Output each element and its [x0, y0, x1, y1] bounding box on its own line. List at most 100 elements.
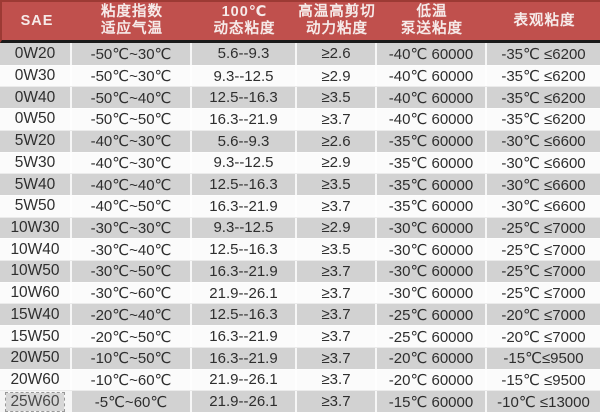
value-cell: -10℃ ≤13000	[485, 391, 600, 412]
table-row: 20W60 -10℃~60℃ 21.9--26.1 ≥3.7 -20℃ 60000 -15…	[0, 368, 600, 391]
column-header-line: 动力粘度	[306, 21, 368, 37]
column-header-4: 低温 泵送粘度	[377, 2, 487, 40]
column-header-5: 表观粘度	[487, 2, 600, 40]
value-cell: -30℃ 60000	[375, 282, 485, 304]
value-cell: -30℃ ≤6600	[485, 195, 600, 217]
value-cell: 12.5--16.3	[190, 87, 295, 109]
value-cell: -40℃~50℃	[70, 195, 190, 217]
value-cell: -20℃ ≤7000	[485, 326, 600, 347]
value-cell: -15℃ 60000	[375, 391, 485, 412]
value-cell: -50℃~30℃	[70, 65, 190, 87]
value-cell: 16.3--21.9	[190, 195, 295, 217]
table-row: 5W50 -40℃~50℃ 16.3--21.9 ≥3.7 -35℃ 60000 -30℃…	[0, 194, 600, 217]
value-cell: -5℃~60℃	[70, 391, 190, 412]
value-cell: -20℃ ≤7000	[485, 304, 600, 326]
value-cell: ≥3.7	[295, 282, 375, 304]
value-cell: -35℃ ≤6200	[485, 109, 600, 130]
table-row: 10W40 -30℃~40℃ 12.5--16.3 ≥3.5 -30℃ 60000 -25…	[0, 238, 600, 261]
table-row: 25W60 -5℃~60℃ 21.9--26.1 ≥3.7 -15℃ 60000 -10℃…	[0, 390, 600, 412]
value-cell: -40℃ 60000	[375, 65, 485, 87]
table-row: 10W60 -30℃~60℃ 21.9--26.1 ≥3.7 -30℃ 60000 -25…	[0, 281, 600, 304]
value-cell: ≥3.7	[295, 195, 375, 217]
sae-grade-cell: 5W50	[14, 197, 56, 215]
value-cell: ≥2.9	[295, 217, 375, 239]
sae-grade-cell: 10W40	[10, 240, 60, 258]
value-cell: -30℃ ≤6600	[485, 152, 600, 174]
value-cell: ≥2.9	[295, 65, 375, 87]
value-cell: -25℃ ≤7000	[485, 282, 600, 304]
sae-grade-cell: 5W30	[14, 153, 56, 171]
column-header-3: 高温高剪切 动力粘度	[297, 2, 377, 40]
value-cell: ≥3.7	[295, 391, 375, 412]
value-cell: -40℃~30℃	[70, 152, 190, 174]
value-cell: 12.5--16.3	[190, 304, 295, 326]
value-cell: 12.5--16.3	[190, 174, 295, 195]
value-cell: ≥3.7	[295, 369, 375, 391]
sae-grade-cell: 10W60	[10, 284, 60, 302]
sae-grade-cell: 0W40	[14, 88, 56, 106]
table-row: 5W30 -40℃~30℃ 9.3--12.5 ≥2.9 -35℃ 60000 -30℃ …	[0, 151, 600, 174]
value-cell: -15℃ ≤9500	[485, 369, 600, 391]
value-cell: ≥3.7	[295, 304, 375, 326]
column-header-line: 泵送粘度	[401, 21, 463, 37]
value-cell: -35℃ 60000	[375, 130, 485, 152]
sae-grade-cell: 0W50	[14, 110, 56, 128]
column-header-line: SAE	[20, 12, 54, 29]
value-cell: 16.3--21.9	[190, 326, 295, 347]
value-cell: -20℃~50℃	[70, 326, 190, 347]
column-header-2: 100℃ 动态粘度	[192, 2, 297, 40]
column-header-line: 低温	[416, 4, 448, 20]
value-cell: -35℃ ≤6200	[485, 43, 600, 65]
table-row: 0W30 -50℃~30℃ 9.3--12.5 ≥2.9 -40℃ 60000 -35℃ …	[0, 64, 600, 87]
sae-grade-cell: 10W30	[10, 218, 60, 236]
sae-grade-cell: 25W60	[0, 391, 70, 412]
value-cell: -15℃≤9500	[485, 347, 600, 369]
value-cell: 16.3--21.9	[190, 261, 295, 282]
value-cell: -35℃ ≤6200	[485, 87, 600, 109]
value-cell: ≥3.7	[295, 347, 375, 369]
value-cell: -25℃ 60000	[375, 304, 485, 326]
value-cell: -25℃ ≤7000	[485, 217, 600, 239]
sae-grade-cell: 5W20	[14, 132, 56, 150]
table-row: 15W40 -20℃~40℃ 12.5--16.3 ≥3.7 -25℃ 60000 -20…	[0, 303, 600, 326]
sae-grade-cell: 20W60	[10, 370, 60, 388]
column-header-1: 粘度指数 适应气温	[72, 2, 192, 40]
table-row: 10W50 -30℃~50℃ 16.3--21.9 ≥3.7 -30℃ 60000 -25…	[0, 260, 600, 282]
value-cell: -30℃ ≤6600	[485, 130, 600, 152]
sae-grade-cell: 10W50	[10, 262, 60, 280]
value-cell: ≥3.7	[295, 109, 375, 130]
value-cell: -30℃~40℃	[70, 239, 190, 261]
value-cell: ≥3.5	[295, 239, 375, 261]
value-cell: -10℃~60℃	[70, 369, 190, 391]
value-cell: -30℃ 60000	[375, 239, 485, 261]
value-cell: -20℃~40℃	[70, 304, 190, 326]
column-header-line: 粘度指数	[101, 4, 163, 20]
table-row: 15W50 -20℃~50℃ 16.3--21.9 ≥3.7 -25℃ 60000 -20…	[0, 325, 600, 347]
value-cell: ≥3.5	[295, 174, 375, 195]
value-cell: -35℃ 60000	[375, 195, 485, 217]
table-row: 5W20 -40℃~30℃ 5.6--9.3 ≥2.6 -35℃ 60000 -30℃ ≤…	[0, 129, 600, 152]
value-cell: -20℃ 60000	[375, 347, 485, 369]
selected-cell-highlight: 25W60	[5, 391, 65, 412]
sae-grade-cell: 0W20	[14, 44, 56, 62]
column-header-line: 表观粘度	[513, 12, 576, 29]
value-cell: -50℃~30℃	[70, 43, 190, 65]
value-cell: -20℃ 60000	[375, 369, 485, 391]
value-cell: -50℃~40℃	[70, 87, 190, 109]
sae-grade-cell: 15W40	[10, 305, 60, 323]
value-cell: 9.3--12.5	[190, 217, 295, 239]
value-cell: 21.9--26.1	[190, 282, 295, 304]
value-cell: 16.3--21.9	[190, 347, 295, 369]
table-row: 20W50 -10℃~50℃ 16.3--21.9 ≥3.7 -20℃ 60000 -15…	[0, 346, 600, 369]
value-cell: -40℃~40℃	[70, 174, 190, 195]
value-cell: ≥2.6	[295, 43, 375, 65]
sae-grade-cell: 20W50	[10, 349, 60, 367]
value-cell: -30℃ 60000	[375, 217, 485, 239]
value-cell: 12.5--16.3	[190, 239, 295, 261]
value-cell: -30℃~60℃	[70, 282, 190, 304]
value-cell: ≥3.7	[295, 261, 375, 282]
column-header-line: 100℃	[221, 4, 268, 20]
value-cell: 21.9--26.1	[190, 369, 295, 391]
value-cell: -40℃ 60000	[375, 109, 485, 130]
